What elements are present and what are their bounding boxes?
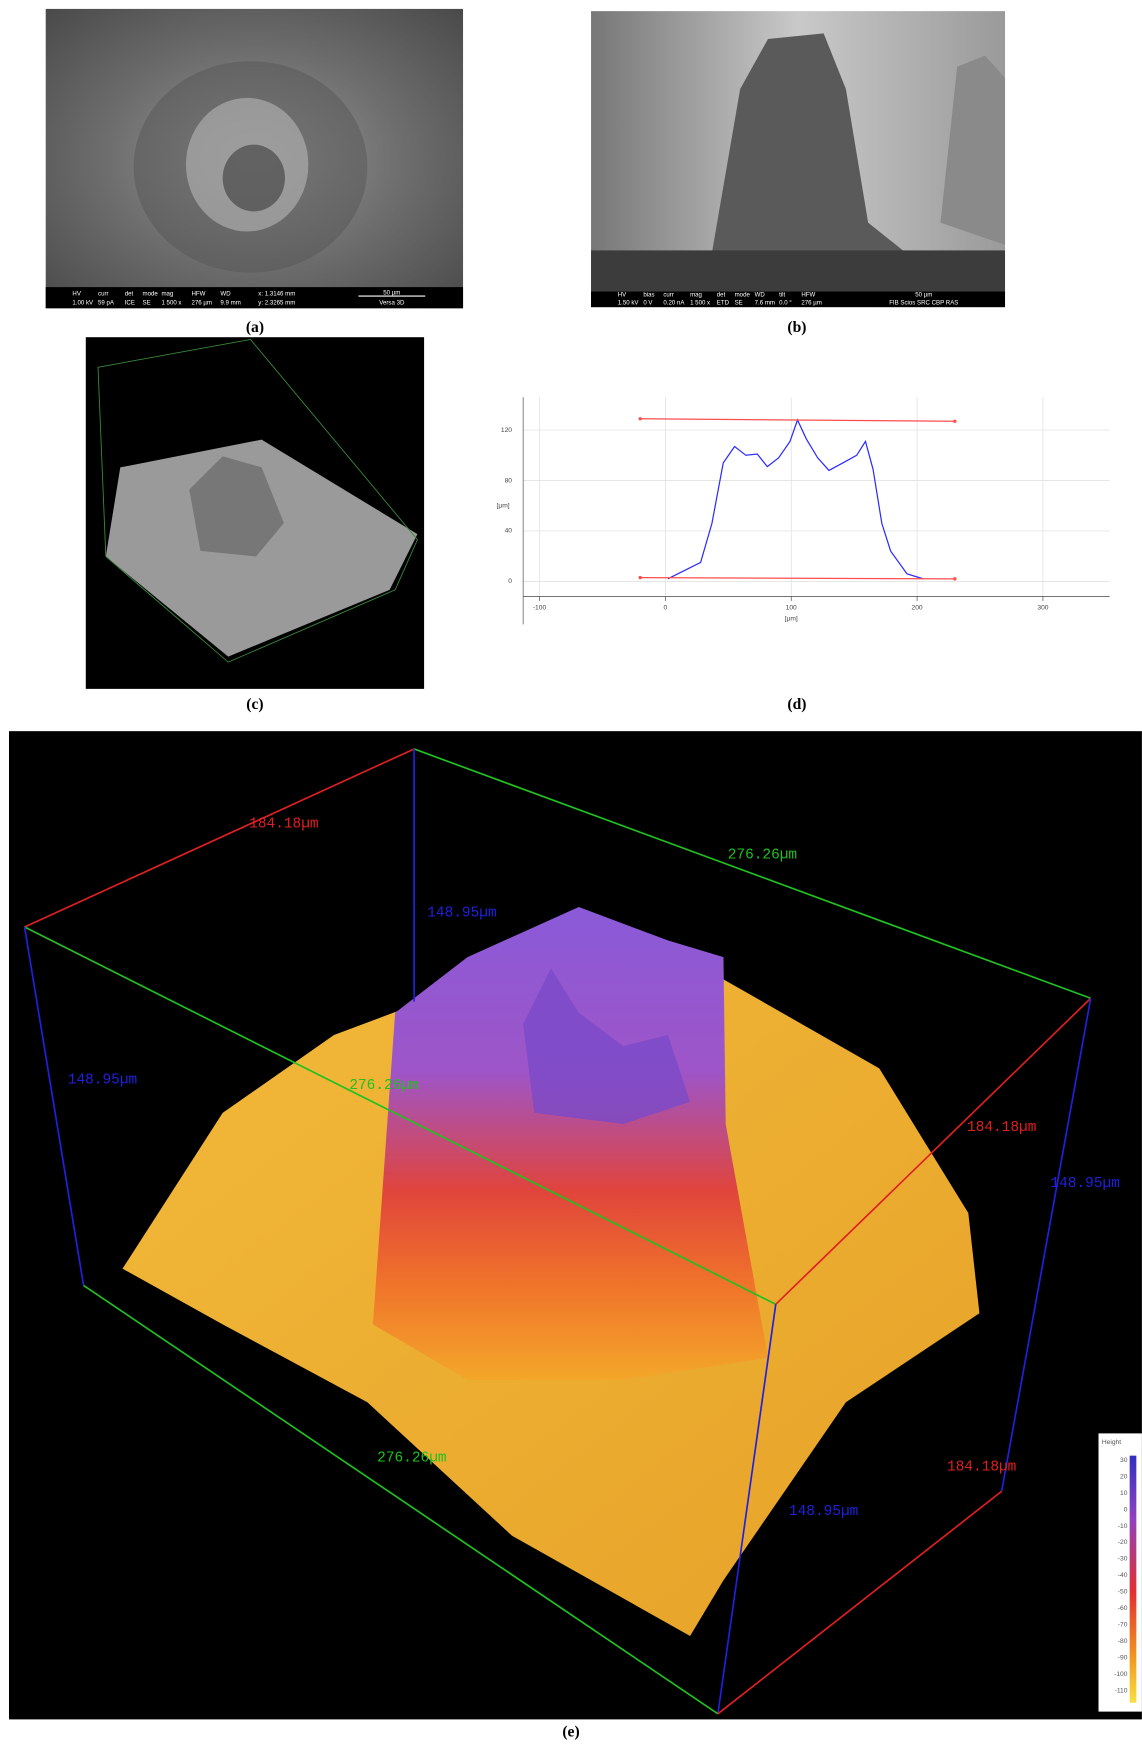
- info-label: mode: [143, 290, 159, 297]
- info-label: det: [717, 292, 726, 299]
- info-value: 1 500 x: [161, 299, 181, 306]
- dimension-label: 148.95µm: [789, 1504, 858, 1520]
- info-label: mode: [735, 292, 751, 299]
- x-tick-label: 300: [1037, 604, 1048, 611]
- end-marker: [639, 576, 642, 579]
- info-label: bias: [643, 292, 654, 299]
- caption: (d): [787, 696, 806, 713]
- info-label: curr: [663, 292, 674, 299]
- colorbar-tick: -30: [1118, 1556, 1128, 1563]
- x-axis-label: [µm]: [785, 616, 798, 623]
- line: [640, 578, 955, 579]
- x-tick-label: 100: [786, 604, 797, 611]
- colorbar-tick: -40: [1118, 1572, 1128, 1579]
- dimension-label: 184.18µm: [947, 1460, 1016, 1476]
- caption: (c): [246, 696, 263, 713]
- scale-bar-label: 50 µm: [383, 289, 400, 296]
- info-label: curr: [98, 290, 109, 297]
- dimension-label: 184.18µm: [967, 1120, 1036, 1136]
- info-value: 276 µm: [801, 299, 822, 306]
- dimension-label: 148.95µm: [1050, 1176, 1119, 1192]
- colorbar-tick: 20: [1120, 1473, 1128, 1480]
- colorbar-tick: -90: [1118, 1655, 1128, 1662]
- instrument: Versa 3D: [379, 299, 405, 306]
- info-value: ETD: [717, 299, 730, 306]
- caption: (e): [562, 1723, 579, 1740]
- figure: (a) (b) (c) (d) (e) HV 1.00 kV curr 59 pA det ICE m…: [0, 0, 1142, 1745]
- end-marker: [953, 577, 956, 580]
- end-marker: [953, 420, 956, 423]
- crater-core: [223, 145, 285, 212]
- info-value: 1.50 kV: [618, 299, 640, 306]
- info-value: 0.0 °: [779, 299, 792, 306]
- info-label: HFW: [192, 290, 206, 297]
- caption: (b): [787, 319, 806, 336]
- y-tick-label: 40: [505, 528, 513, 535]
- info-value: ICE: [125, 299, 135, 306]
- colorbar-tick: -20: [1118, 1539, 1128, 1546]
- y-tick-label: 80: [505, 477, 513, 484]
- stage-position: x: 1.3146 mm: [258, 290, 295, 297]
- info-value: SE: [735, 299, 743, 306]
- colorbar-tick: -100: [1114, 1671, 1128, 1678]
- dimension-label: 148.95µm: [68, 1072, 137, 1088]
- line: [668, 420, 923, 579]
- colorbar-tick: -10: [1118, 1523, 1128, 1530]
- stage-position: y: 2.3265 mm: [258, 299, 295, 306]
- dimension-label: 276.26µm: [349, 1078, 418, 1094]
- colorbar: [1130, 1456, 1137, 1703]
- colorbar-title: Height: [1102, 1439, 1121, 1446]
- x-tick-label: 200: [912, 604, 923, 611]
- info-value: 1 500 x: [690, 299, 710, 306]
- info-value: 0.20 nA: [663, 299, 685, 306]
- info-value: 9.9 mm: [220, 299, 240, 306]
- colorbar-tick: -50: [1118, 1589, 1128, 1596]
- info-label: WD: [755, 292, 766, 299]
- colorbar-tick: -70: [1118, 1622, 1128, 1629]
- info-value: 59 pA: [98, 299, 115, 306]
- x-tick-label: 0: [664, 604, 668, 611]
- info-label: HV: [618, 292, 627, 299]
- y-tick-label: 120: [501, 427, 512, 434]
- instrument: FIB Scios SRC CBP RAS: [889, 299, 958, 306]
- info-label: HV: [72, 290, 81, 297]
- caption: (a): [246, 319, 264, 336]
- colorbar-tick: 10: [1120, 1490, 1128, 1497]
- colorbar-tick: 30: [1120, 1457, 1128, 1464]
- info-value: 0 V: [643, 299, 653, 306]
- info-label: tilt: [779, 292, 785, 299]
- info-label: WD: [220, 290, 231, 297]
- info-label: det: [125, 290, 134, 297]
- y-tick-label: 0: [508, 578, 512, 585]
- scale-bar-label: 50 µm: [915, 292, 932, 299]
- end-marker: [639, 417, 642, 420]
- colorbar-tick: -80: [1118, 1638, 1128, 1645]
- info-value: SE: [143, 299, 151, 306]
- info-value: 1.00 kV: [72, 299, 94, 306]
- ground-b: [591, 250, 1005, 295]
- info-label: mag: [690, 292, 702, 299]
- info-label: HFW: [801, 292, 815, 299]
- info-value: 7.6 mm: [755, 299, 775, 306]
- info-value: 276 µm: [192, 299, 212, 306]
- y-axis-label: [µm]: [497, 502, 510, 509]
- dimension-label: 184.18µm: [249, 816, 318, 832]
- info-label: mag: [161, 290, 173, 297]
- dimension-label: 276.26µm: [377, 1451, 446, 1467]
- colorbar-tick: -60: [1118, 1605, 1128, 1612]
- colorbar-tick: -110: [1115, 1687, 1128, 1694]
- dimension-label: 148.95µm: [427, 905, 496, 921]
- x-tick-label: -100: [533, 604, 547, 611]
- dimension-label: 276.26µm: [728, 848, 797, 864]
- colorbar-tick: 0: [1124, 1506, 1128, 1513]
